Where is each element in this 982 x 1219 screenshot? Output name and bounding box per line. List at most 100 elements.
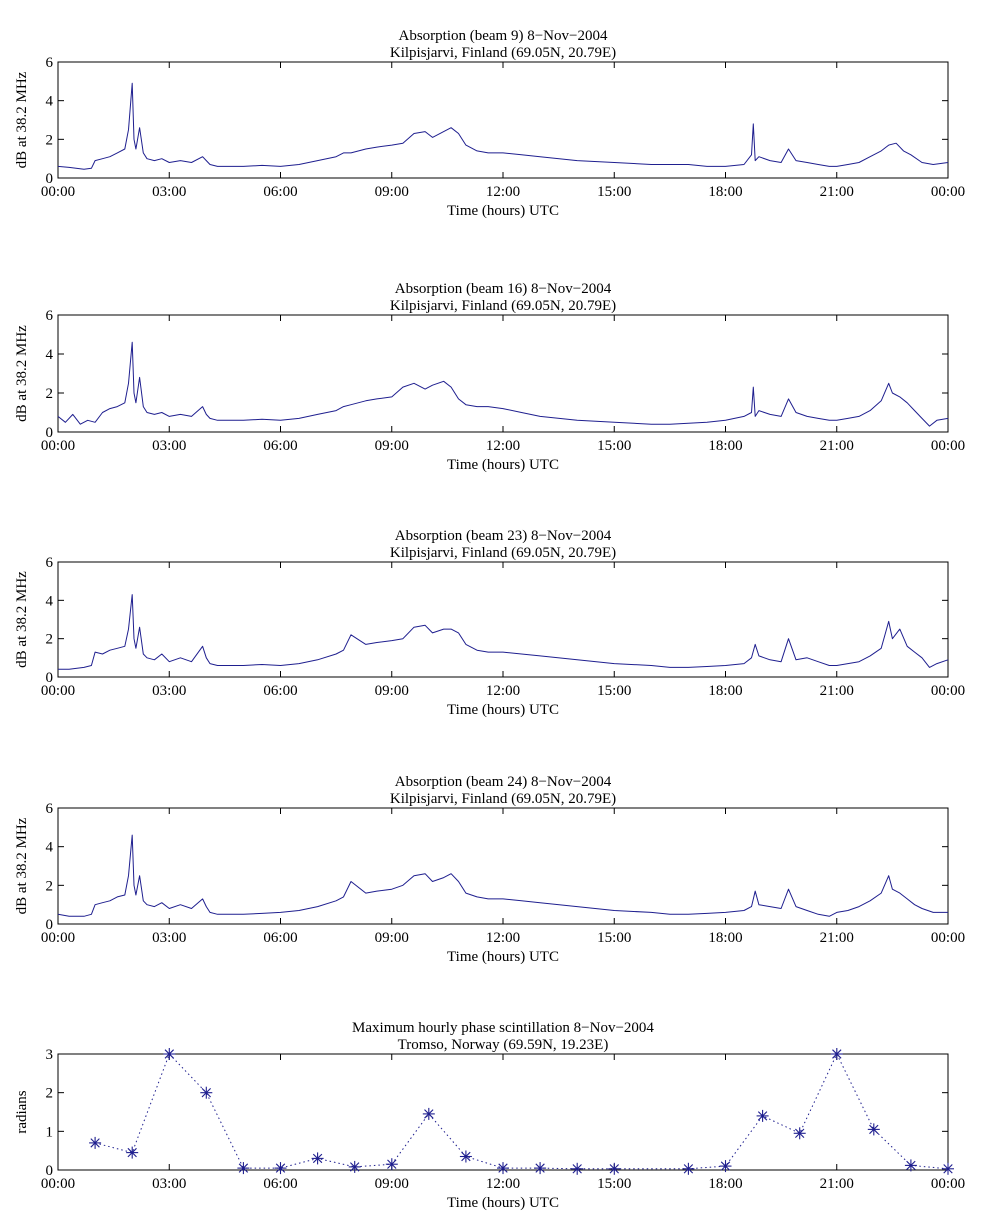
chart-subtitle: Tromso, Norway (69.59N, 19.23E) <box>398 1037 609 1053</box>
data-point <box>608 1162 621 1175</box>
chart-subtitle: Kilpisjarvi, Finland (69.05N, 20.79E) <box>390 791 616 807</box>
x-tick-label: 15:00 <box>597 438 631 454</box>
data-point <box>830 1048 843 1060</box>
y-tick-label: 0 <box>46 917 54 933</box>
x-tick-label: 00:00 <box>41 683 75 699</box>
marker-stroke <box>201 1088 211 1098</box>
chart-panel-4: Absorption (beam 24) 8−Nov−2004Kilpisjar… <box>14 774 965 965</box>
x-tick-label: 12:00 <box>486 683 520 699</box>
marker-stroke <box>869 1124 879 1135</box>
x-tick-label: 21:00 <box>820 438 854 454</box>
x-tick-label: 12:00 <box>486 1176 520 1192</box>
data-point <box>200 1086 213 1099</box>
x-tick-label: 00:00 <box>41 184 75 200</box>
x-tick-label: 09:00 <box>375 1176 409 1192</box>
marker-stroke <box>424 1109 434 1119</box>
y-axis-label: dB at 38.2 MHz <box>14 571 30 668</box>
series-line <box>58 594 949 670</box>
y-tick-label: 6 <box>46 55 54 71</box>
y-tick-label: 1 <box>46 1124 54 1140</box>
x-tick-label: 00:00 <box>931 930 965 946</box>
data-point <box>682 1162 695 1175</box>
marker-stroke <box>238 1163 249 1173</box>
x-tick-label: 15:00 <box>597 1176 631 1192</box>
data-point <box>867 1123 880 1136</box>
x-tick-label: 12:00 <box>486 438 520 454</box>
data-point <box>904 1159 917 1172</box>
marker-stroke <box>498 1163 508 1173</box>
x-tick-label: 00:00 <box>41 438 75 454</box>
chart-subtitle: Kilpisjarvi, Finland (69.05N, 20.79E) <box>390 298 616 314</box>
series-line <box>57 341 949 427</box>
x-tick-label: 03:00 <box>152 1176 186 1192</box>
data-point <box>311 1152 324 1165</box>
x-tick-label: 18:00 <box>708 1176 742 1192</box>
y-tick-label: 0 <box>46 425 54 441</box>
y-tick-label: 4 <box>46 94 54 110</box>
y-axis-label: dB at 38.2 MHz <box>14 817 30 914</box>
y-axis-label: dB at 38.2 MHz <box>14 71 30 168</box>
marker-stroke <box>535 1163 545 1173</box>
marker-stroke <box>387 1159 397 1169</box>
x-tick-label: 06:00 <box>263 1176 297 1192</box>
x-tick-label: 06:00 <box>263 683 297 699</box>
y-tick-label: 0 <box>46 171 54 187</box>
x-tick-label: 00:00 <box>41 930 75 946</box>
x-axis-label: Time (hours) UTC <box>447 457 559 473</box>
data-point <box>422 1107 435 1120</box>
x-tick-label: 18:00 <box>708 438 742 454</box>
y-tick-label: 4 <box>46 347 54 363</box>
chart-panel-1: Absorption (beam 9) 8−Nov−2004Kilpisjarv… <box>14 28 965 219</box>
chart-subtitle: Kilpisjarvi, Finland (69.05N, 20.79E) <box>390 545 616 561</box>
x-axis-label: Time (hours) UTC <box>447 949 559 965</box>
x-tick-label: 09:00 <box>375 184 409 200</box>
y-tick-label: 2 <box>46 386 54 402</box>
x-axis-label: Time (hours) UTC <box>447 203 559 219</box>
marker-stroke <box>127 1147 137 1158</box>
y-tick-label: 2 <box>46 632 54 648</box>
series-line-dotted <box>94 1052 949 1170</box>
marker-stroke <box>720 1161 731 1171</box>
y-axis-label: radians <box>14 1090 30 1133</box>
chart-panel-2: Absorption (beam 16) 8−Nov−2004Kilpisjar… <box>14 281 965 473</box>
y-tick-label: 0 <box>46 1163 54 1179</box>
plot-frame <box>57 1053 949 1171</box>
data-point <box>163 1048 176 1060</box>
x-tick-label: 18:00 <box>708 683 742 699</box>
x-axis-label: Time (hours) UTC <box>447 702 559 718</box>
y-tick-label: 6 <box>46 555 54 571</box>
x-tick-label: 15:00 <box>597 930 631 946</box>
y-tick-label: 6 <box>46 308 54 324</box>
data-point <box>534 1162 547 1175</box>
chart-title: Maximum hourly phase scintillation 8−Nov… <box>352 1020 654 1036</box>
marker-stroke <box>90 1138 100 1148</box>
x-tick-label: 03:00 <box>152 438 186 454</box>
chart-title: Absorption (beam 23) 8−Nov−2004 <box>395 528 612 544</box>
x-tick-label: 21:00 <box>820 184 854 200</box>
data-point <box>348 1160 361 1173</box>
plot-frame <box>57 61 949 179</box>
x-tick-label: 06:00 <box>263 438 297 454</box>
data-point <box>459 1150 472 1163</box>
data-point <box>756 1109 769 1122</box>
x-tick-label: 12:00 <box>486 184 520 200</box>
x-tick-label: 00:00 <box>931 184 965 200</box>
chart-panel-3: Absorption (beam 23) 8−Nov−2004Kilpisjar… <box>14 528 965 718</box>
data-point <box>719 1160 732 1173</box>
x-tick-label: 06:00 <box>263 930 297 946</box>
x-tick-label: 09:00 <box>375 930 409 946</box>
chart-title: Absorption (beam 16) 8−Nov−2004 <box>395 281 612 297</box>
series-line <box>57 834 948 917</box>
x-tick-label: 09:00 <box>375 438 409 454</box>
y-tick-label: 4 <box>46 593 54 609</box>
data-point <box>942 1162 954 1175</box>
data-point <box>385 1158 398 1171</box>
x-axis-label: Time (hours) UTC <box>447 1195 559 1211</box>
x-tick-label: 12:00 <box>486 930 520 946</box>
marker-stroke <box>350 1162 360 1172</box>
y-tick-label: 2 <box>46 878 54 894</box>
y-axis-label: dB at 38.2 MHz <box>14 325 30 422</box>
x-tick-label: 21:00 <box>820 1176 854 1192</box>
x-tick-label: 15:00 <box>597 184 631 200</box>
